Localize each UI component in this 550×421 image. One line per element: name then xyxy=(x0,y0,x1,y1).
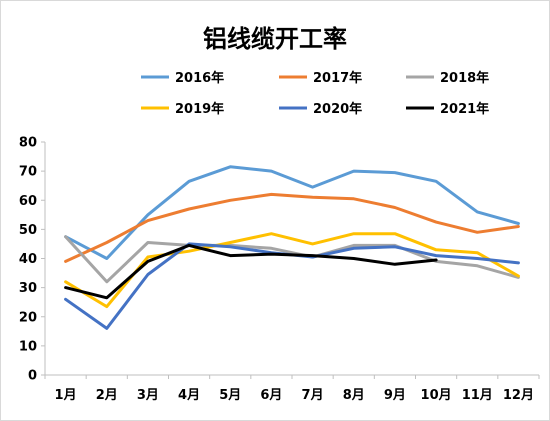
y-tick-label: 10 xyxy=(19,339,37,354)
y-tick-label: 30 xyxy=(19,281,37,296)
x-tick-label: 9月 xyxy=(384,388,406,403)
legend-label-2017: 2017年 xyxy=(313,70,362,86)
x-tick-label: 2月 xyxy=(96,388,118,403)
y-tick-label: 70 xyxy=(19,165,37,180)
legend-label-2016: 2016年 xyxy=(175,70,224,86)
x-tick-label: 3月 xyxy=(137,388,159,403)
series-line-2018 xyxy=(64,235,520,284)
x-tick-label: 11月 xyxy=(462,388,493,403)
legend-label-2018: 2018年 xyxy=(440,70,489,86)
series-line-2017 xyxy=(64,192,520,263)
y-tick-label: 50 xyxy=(19,223,37,238)
legend-label-2019: 2019年 xyxy=(175,101,224,117)
y-tick-label: 20 xyxy=(19,310,37,325)
legend-label-2020: 2020年 xyxy=(313,101,362,117)
x-tick-label: 5月 xyxy=(219,388,241,403)
y-tick-label: 80 xyxy=(19,136,37,151)
x-tick-label: 10月 xyxy=(421,388,452,403)
x-tick-label: 8月 xyxy=(343,388,365,403)
y-tick-label: 0 xyxy=(28,369,37,384)
x-tick-label: 6月 xyxy=(260,388,282,403)
series-line-2021 xyxy=(64,243,438,300)
x-tick-label: 1月 xyxy=(55,388,77,403)
x-tick-label: 7月 xyxy=(302,388,324,403)
chart-title: 铝线缆开工率 xyxy=(203,25,347,53)
legend-label-2021: 2021年 xyxy=(440,101,489,117)
x-tick-label: 12月 xyxy=(503,388,534,403)
x-tick-label: 4月 xyxy=(178,388,200,403)
series-line-2019 xyxy=(64,232,520,309)
y-tick-label: 60 xyxy=(19,194,37,209)
y-tick-label: 40 xyxy=(19,252,37,267)
series-line-2016 xyxy=(64,165,520,260)
